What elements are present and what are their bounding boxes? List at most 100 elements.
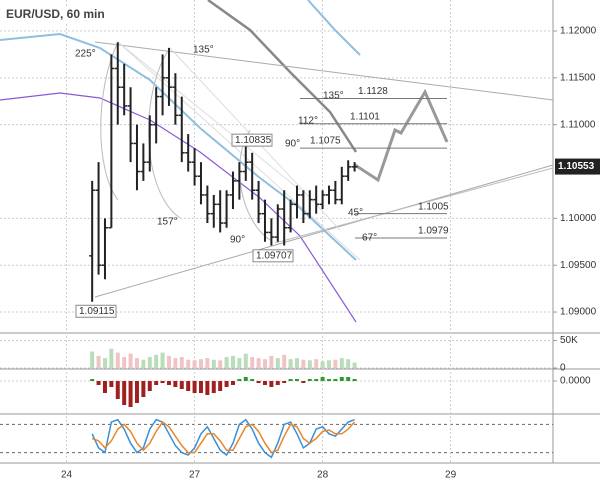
x-tick-label: 24 bbox=[61, 470, 73, 481]
forecast-path bbox=[354, 88, 449, 183]
bar bbox=[243, 377, 248, 381]
bar bbox=[230, 355, 235, 368]
bar bbox=[192, 360, 197, 368]
indicator-line bbox=[91, 418, 355, 459]
bar bbox=[346, 359, 351, 368]
bar bbox=[269, 381, 274, 387]
bar bbox=[115, 352, 120, 368]
bar bbox=[243, 353, 248, 368]
y-tick-label: 1.09500 bbox=[560, 260, 597, 271]
bar bbox=[141, 359, 146, 368]
data-layer: 24 27 28 29 1.12000 1.11500 1.11000 1.10000 1.09… bbox=[61, 26, 600, 481]
bar bbox=[128, 381, 133, 407]
moving-average bbox=[307, 0, 361, 56]
bar bbox=[314, 379, 319, 381]
bar bbox=[262, 359, 267, 368]
bar bbox=[218, 360, 223, 368]
chart-title: EUR/USD, 60 min bbox=[6, 7, 105, 21]
bar bbox=[256, 381, 261, 383]
angle-label: 225° bbox=[75, 49, 96, 60]
bar bbox=[237, 358, 242, 368]
bar bbox=[198, 381, 203, 393]
trend-line bbox=[274, 167, 554, 244]
bar bbox=[134, 381, 139, 403]
bar bbox=[90, 379, 95, 381]
bar bbox=[128, 353, 133, 368]
y-tick-label: 1.09000 bbox=[560, 307, 597, 318]
angle-label: 45° bbox=[348, 208, 363, 219]
y-tick-label: 0.0000 bbox=[560, 376, 591, 387]
level-label: 1.1005 bbox=[418, 201, 449, 212]
bar bbox=[179, 381, 184, 389]
bar bbox=[275, 381, 280, 385]
y-tick-label: 1.11500 bbox=[560, 72, 596, 83]
angle-label: 135° bbox=[193, 45, 214, 56]
price-box bbox=[231, 133, 273, 147]
price-box-label: 1.09707 bbox=[256, 250, 293, 261]
bar bbox=[275, 358, 280, 368]
x-tick-label: 29 bbox=[445, 470, 457, 481]
moving-average bbox=[0, 92, 357, 323]
y-tick-label: 1.12000 bbox=[560, 26, 597, 37]
bar bbox=[115, 381, 120, 399]
bar bbox=[218, 381, 223, 391]
x-tick-label: 28 bbox=[317, 470, 329, 481]
y-tick-label: 50K bbox=[560, 335, 578, 346]
last-price-box bbox=[555, 158, 600, 175]
bar bbox=[301, 381, 306, 383]
bar bbox=[211, 359, 216, 368]
bar bbox=[109, 348, 114, 368]
bar bbox=[186, 381, 191, 391]
bar bbox=[237, 379, 242, 381]
bar bbox=[294, 358, 299, 368]
bar bbox=[307, 360, 312, 368]
bar bbox=[288, 359, 293, 368]
bar bbox=[90, 351, 95, 368]
angle-label: 157° bbox=[157, 217, 178, 228]
bar bbox=[160, 381, 165, 383]
bar bbox=[307, 379, 312, 381]
title-background bbox=[3, 6, 115, 22]
bar bbox=[320, 377, 325, 381]
bar bbox=[179, 357, 184, 368]
bar bbox=[96, 355, 101, 368]
level-label: 1.1075 bbox=[310, 136, 341, 147]
bar bbox=[269, 355, 274, 368]
level-label: 1.1128 bbox=[358, 86, 388, 97]
bar bbox=[250, 357, 255, 368]
bar bbox=[198, 359, 203, 368]
bar bbox=[134, 358, 139, 368]
bar bbox=[122, 357, 127, 368]
indicator-line bbox=[91, 420, 356, 454]
angle-label: 135° bbox=[323, 91, 344, 102]
bar bbox=[288, 379, 293, 381]
level-label: 1.1101 bbox=[350, 111, 380, 122]
bar bbox=[160, 352, 165, 368]
bar bbox=[109, 381, 114, 387]
angle-label: 90° bbox=[230, 235, 245, 246]
bar bbox=[326, 360, 331, 368]
angle-label: 90° bbox=[285, 139, 300, 150]
bar bbox=[224, 381, 229, 387]
bar bbox=[326, 379, 331, 381]
bar bbox=[346, 377, 351, 381]
level-label: 1.0979 bbox=[418, 226, 449, 237]
bar bbox=[147, 381, 152, 391]
last-price-label: 1.10553 bbox=[558, 161, 595, 172]
price-box-label: 1.10835 bbox=[235, 135, 272, 146]
bar bbox=[154, 354, 159, 368]
bar bbox=[333, 359, 338, 368]
bar bbox=[96, 381, 101, 385]
trend-line bbox=[94, 41, 554, 101]
bar bbox=[250, 379, 255, 381]
y-tick-label: 1.11000 bbox=[560, 119, 596, 130]
bar bbox=[230, 381, 235, 385]
x-tick-label: 27 bbox=[189, 470, 201, 481]
y-tick-label: 1.10000 bbox=[560, 213, 597, 224]
bar bbox=[224, 357, 229, 368]
price-box-label: 1.09115 bbox=[79, 306, 115, 317]
bar bbox=[282, 354, 287, 368]
angle-label: 67° bbox=[362, 233, 377, 244]
bar bbox=[166, 355, 171, 368]
